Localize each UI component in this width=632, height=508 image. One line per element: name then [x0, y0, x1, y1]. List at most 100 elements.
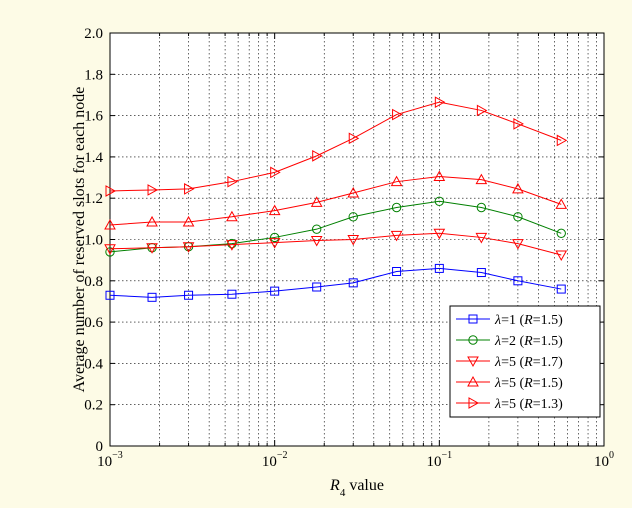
legend-entry: λ=2 (R=1.5) — [456, 334, 563, 349]
legend-label-lambda: λ — [494, 397, 501, 412]
data-point — [182, 215, 195, 227]
data-point — [476, 268, 486, 278]
y-tick-label: 0.6 — [84, 315, 103, 331]
data-point — [227, 289, 237, 299]
x-tick-label-base: 10 — [262, 454, 277, 470]
legend-label: λ=5 (R=1.7) — [494, 355, 563, 370]
y-tick-label: 0.2 — [84, 398, 103, 414]
y-tick-label: 1.4 — [84, 150, 103, 166]
x-tick-label-base: 10 — [594, 454, 609, 470]
series-3 — [104, 228, 568, 262]
y-tick-label: 0 — [96, 439, 104, 455]
x-axis-label-var: R — [329, 477, 340, 494]
data-point — [434, 96, 446, 109]
legend-label-R: R — [523, 397, 533, 412]
x-tick-label-exp: 0 — [609, 450, 614, 461]
series-line — [109, 232, 562, 256]
legend-label: λ=2 (R=1.5) — [494, 334, 563, 349]
legend-label-R: R — [523, 313, 533, 328]
data-point — [348, 212, 358, 222]
legend-label-pre: =5 ( — [501, 376, 524, 391]
legend-label: λ=5 (R=1.3) — [494, 397, 563, 412]
series-4 — [104, 170, 568, 230]
data-point — [468, 314, 478, 324]
data-point — [513, 118, 524, 130]
y-tick-label: 2.0 — [84, 26, 103, 42]
data-point — [270, 286, 280, 296]
data-point — [312, 224, 322, 234]
legend-label-post: =1.3) — [533, 397, 563, 412]
x-axis-label-sub: 4 — [340, 487, 346, 499]
legend-label: λ=1 (R=1.5) — [494, 313, 563, 328]
data-point — [476, 202, 487, 213]
data-point — [555, 198, 568, 209]
data-point — [146, 243, 158, 254]
series-line — [109, 267, 562, 298]
legend-label-pre: =2 ( — [501, 334, 524, 349]
data-point — [556, 228, 566, 239]
legend-label-pre: =1 ( — [501, 313, 524, 328]
legend-label: λ=5 (R=1.5) — [494, 376, 563, 391]
legend-label-post: =1.5) — [533, 334, 563, 349]
data-point — [433, 170, 446, 182]
data-point — [467, 375, 479, 387]
data-point — [312, 282, 322, 292]
x-tick-label-exp: −2 — [277, 450, 288, 461]
data-point — [348, 132, 360, 145]
data-point — [147, 184, 159, 196]
legend-entry: λ=1 (R=1.5) — [456, 313, 563, 328]
y-tick-label: 1.0 — [84, 233, 103, 249]
data-point — [475, 173, 488, 185]
data-point — [433, 228, 446, 240]
data-point — [391, 202, 402, 213]
legend-label-R: R — [523, 355, 533, 370]
data-point — [468, 335, 478, 345]
data-point — [392, 108, 403, 121]
data-point — [227, 238, 237, 249]
y-tick-label: 1.8 — [84, 67, 103, 83]
data-point — [476, 104, 488, 117]
data-point — [348, 278, 358, 288]
series-layer — [104, 96, 568, 302]
data-point — [312, 150, 323, 162]
legend-label-post: =1.7) — [533, 355, 563, 370]
legend-label-pre: =5 ( — [501, 355, 524, 370]
x-tick-label: 10−2 — [262, 450, 288, 470]
data-point — [555, 250, 568, 262]
data-point — [392, 267, 402, 277]
legend-label-R: R — [523, 376, 533, 391]
data-point — [556, 284, 566, 294]
data-point — [184, 290, 194, 300]
legend-label-lambda: λ — [494, 313, 501, 328]
data-point — [268, 238, 281, 249]
data-point — [269, 232, 280, 243]
x-axis-label: R4 value — [329, 477, 384, 499]
data-point — [104, 244, 116, 255]
data-point — [347, 235, 360, 246]
x-tick-label: 10−1 — [427, 450, 453, 470]
data-point — [184, 183, 195, 195]
data-point — [182, 242, 195, 253]
data-point — [513, 212, 523, 222]
x-tick-label-base: 10 — [427, 454, 442, 470]
data-point — [146, 215, 158, 227]
y-tick-label: 1.2 — [84, 191, 103, 207]
data-point — [434, 263, 444, 273]
legend-label-post: =1.5) — [533, 376, 563, 391]
data-point — [270, 166, 281, 179]
data-point — [147, 292, 157, 302]
data-point — [105, 247, 115, 257]
y-axis-label: Average number of reserved slots for eac… — [71, 87, 88, 393]
data-point — [104, 219, 116, 230]
legend-label-post: =1.5) — [533, 313, 563, 328]
data-point — [468, 397, 480, 409]
series-1 — [105, 263, 566, 302]
data-point — [475, 232, 488, 244]
legend-entry: λ=5 (R=1.3) — [456, 397, 563, 412]
y-tick-label: 0.4 — [84, 356, 103, 372]
legend-label-lambda: λ — [494, 355, 501, 370]
data-point — [434, 196, 445, 206]
data-point — [310, 236, 323, 247]
data-point — [513, 276, 523, 286]
